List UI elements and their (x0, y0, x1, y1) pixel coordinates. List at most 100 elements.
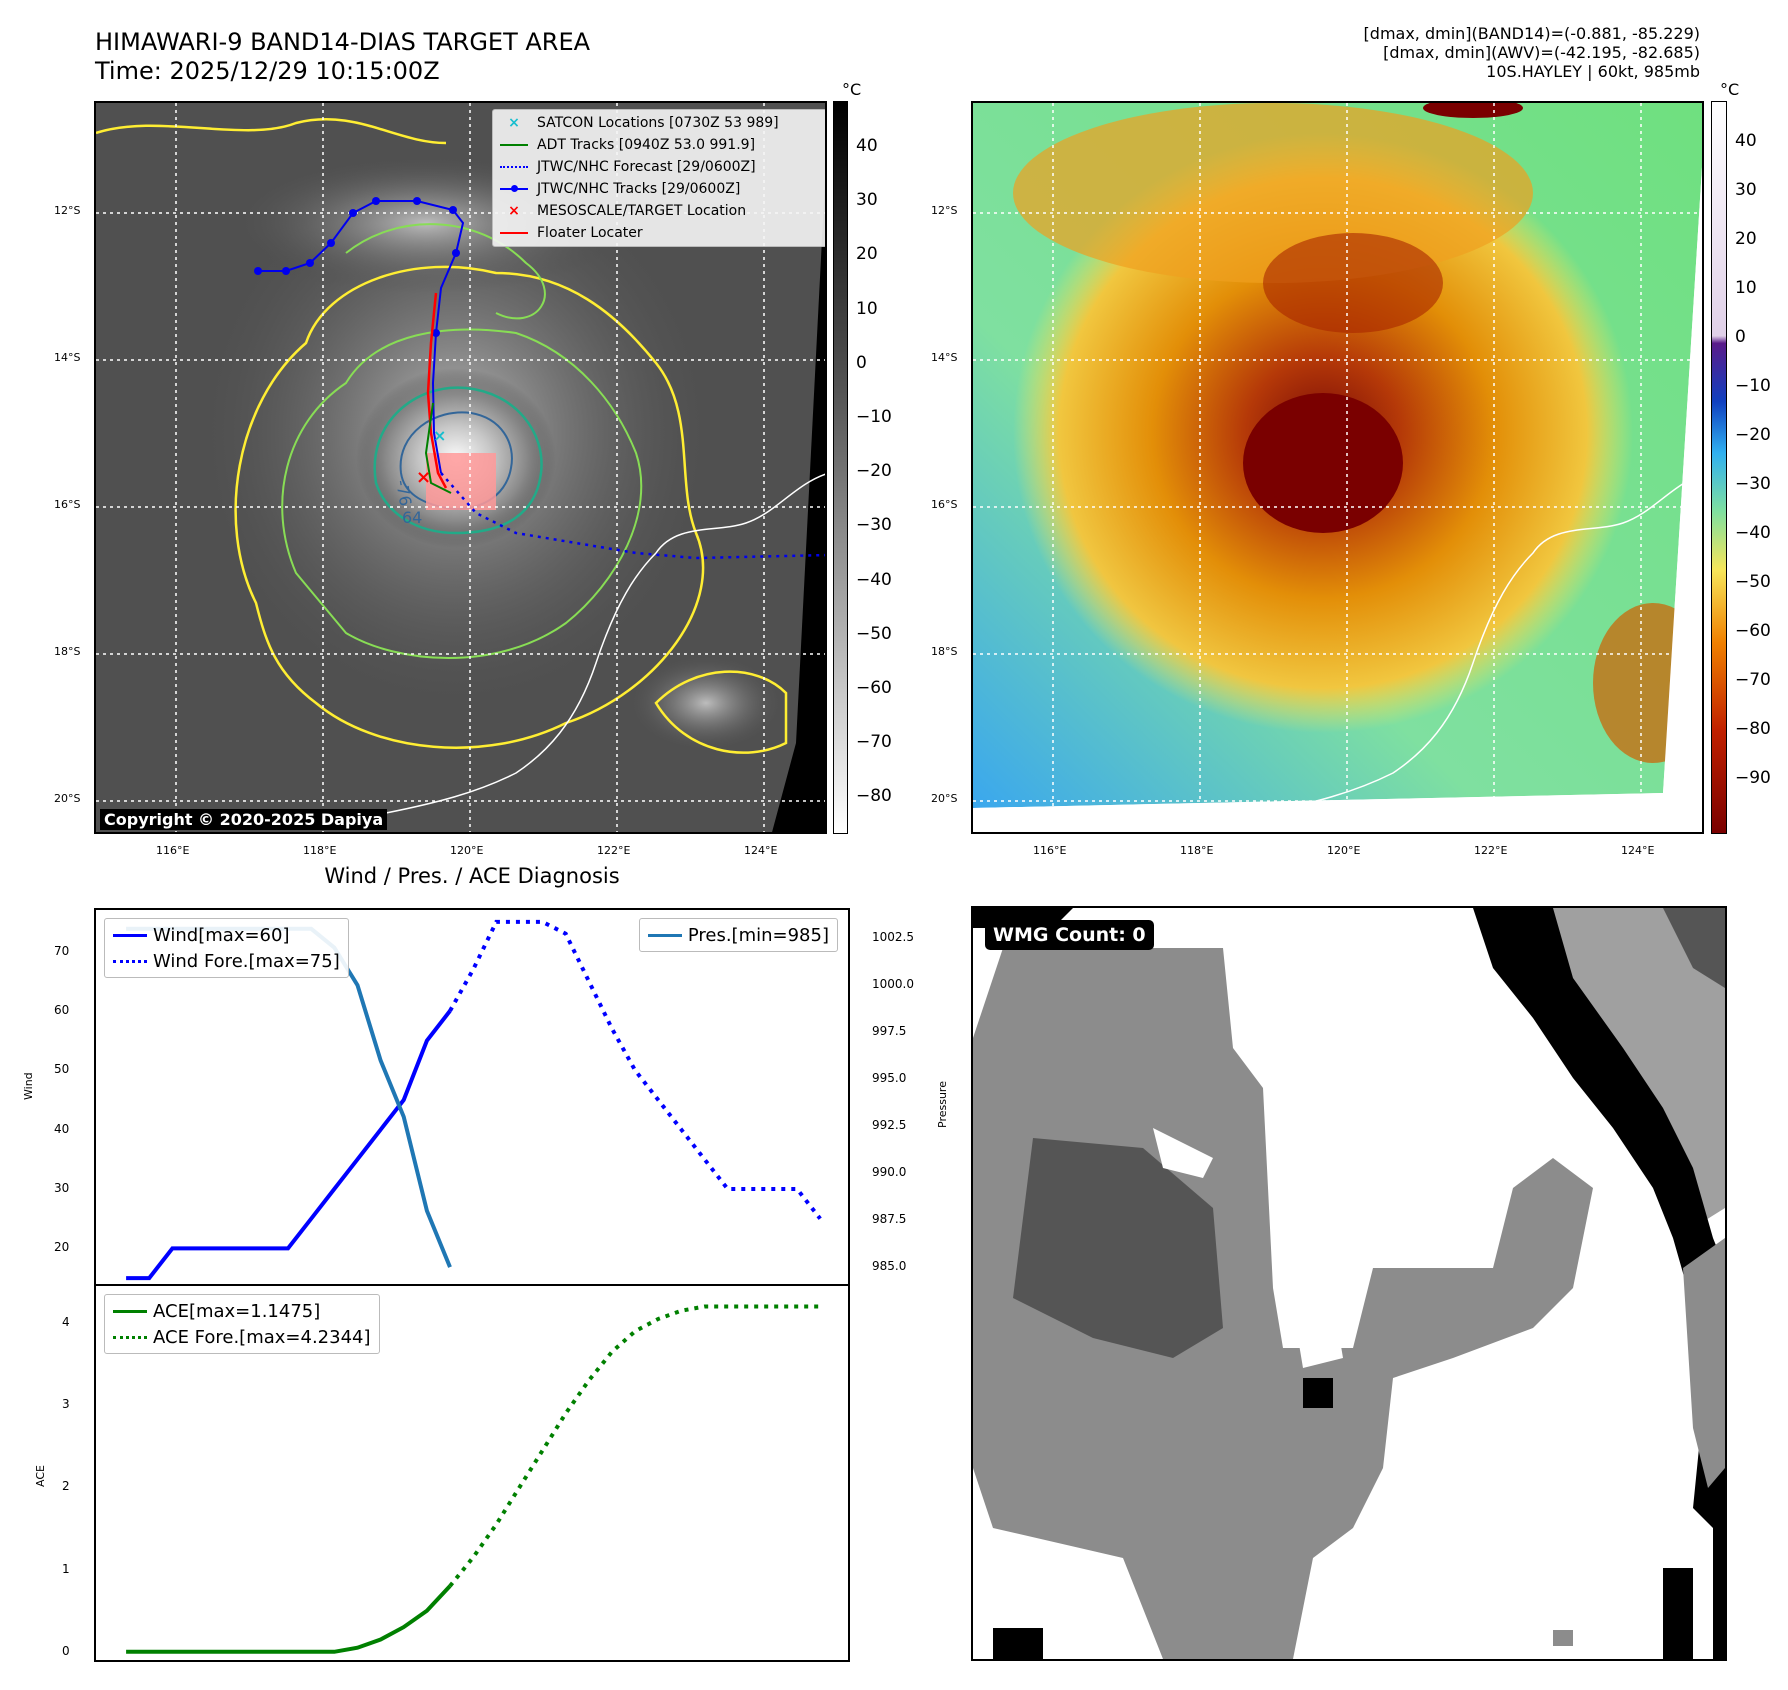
colorbar-tick: 30 (856, 190, 878, 211)
lat-tick: 20°S (54, 792, 81, 805)
map-gridlines (96, 103, 825, 832)
y-tick: 50 (54, 1062, 70, 1077)
ace-legend: ACE[max=1.1475] ACE Fore.[max=4.2344] (104, 1294, 380, 1354)
colorbar-tick: −10 (856, 407, 892, 427)
y-tick: 70 (54, 943, 70, 958)
lat-tick: 16°S (931, 498, 958, 511)
colorbar-tick: 20 (856, 244, 878, 265)
series-line-0 (126, 1584, 452, 1654)
y-tick: 1002.5 (872, 930, 914, 945)
colorbar-tick: −40 (856, 569, 892, 590)
legend-wind-fore: Wind Fore.[max=75] (113, 948, 340, 974)
right-colorbar (1711, 101, 1727, 834)
wind-legend: Wind[max=60] Wind Fore.[max=75] (104, 918, 349, 978)
lat-tick: 18°S (54, 645, 81, 658)
floater-locater (426, 292, 448, 489)
pres-legend: Pres.[min=985] (638, 918, 838, 952)
legend-target: × MESOSCALE/TARGET Location (508, 203, 747, 219)
series-line-1 (448, 919, 822, 1220)
colorbar-tick: −70 (1735, 670, 1771, 690)
colorbar-tick: 40 (1735, 131, 1757, 151)
title-line1: HIMAWARI-9 BAND14-DIAS TARGET AREA (95, 28, 591, 56)
lon-tick: 122°E (597, 844, 631, 857)
lon-tick: 124°E (1621, 844, 1655, 857)
target-marker: × (416, 467, 431, 488)
lon-tick: 118°E (303, 844, 337, 857)
lon-tick: 116°E (1033, 844, 1067, 857)
lat-tick: 14°S (931, 351, 958, 364)
ace-panel: ACE[max=1.1475] ACE Fore.[max=4.2344] (94, 1284, 850, 1662)
lon-tick: 118°E (1180, 844, 1214, 857)
stats-info: [dmax, dmin](BAND14)=(-0.881, -85.229) [… (1364, 24, 1700, 81)
legend-floater: Floater Locater (497, 222, 822, 244)
coastline-2 (1262, 473, 1702, 814)
legend-ace-fore: ACE Fore.[max=4.2344] (113, 1324, 371, 1350)
legend-wind: Wind[max=60] (113, 922, 340, 948)
colorbar-tick: −80 (1735, 719, 1771, 739)
y-tick: 997.5 (872, 1024, 907, 1039)
main-title: HIMAWARI-9 BAND14-DIAS TARGET AREA Time:… (95, 28, 590, 86)
y-tick: 40 (54, 1121, 70, 1136)
y-tick: 60 (54, 1002, 70, 1017)
wind-axis-label: Wind (22, 1072, 35, 1100)
pres-axis-label: Pressure (936, 1081, 949, 1128)
legend-satcon: × SATCON Locations [0730Z 53 989] (508, 115, 779, 131)
y-tick: 985.0 (872, 1259, 907, 1274)
info-line2: [dmax, dmin](AWV)=(-42.195, -82.685) (1383, 43, 1700, 62)
series-line-2 (126, 926, 452, 1268)
series-line-1 (448, 1304, 821, 1588)
y-tick: 990.0 (872, 1165, 907, 1180)
wind-pres-panel: Wind[max=60] Wind Fore.[max=75] Pres.[mi… (94, 908, 850, 1286)
copyright: Copyright © 2020-2025 Dapiya (100, 809, 388, 830)
wmg-count-badge: WMG Count: 0 (985, 920, 1154, 950)
colorbar-tick: −50 (856, 623, 892, 644)
awv-map-panel (971, 101, 1704, 834)
colorbar-tick: −50 (1735, 572, 1771, 592)
colorbar-tick: 30 (1735, 180, 1757, 200)
colorbar-tick: −80 (856, 786, 892, 807)
coastline (385, 473, 825, 814)
y-tick: 1000.0 (872, 977, 914, 992)
left-colorbar (833, 101, 848, 834)
wmg-canvas (973, 908, 1725, 1659)
legend-jtwc-forecast: JTWC/NHC Forecast [29/0600Z] (497, 156, 822, 178)
series-line-0 (126, 1009, 452, 1281)
map-legend: × SATCON Locations [0730Z 53 989] ADT Tra… (492, 109, 825, 247)
lat-tick: 18°S (931, 645, 958, 658)
lon-tick: 124°E (744, 844, 778, 857)
lat-tick: 12°S (931, 204, 958, 217)
y-tick: 3 (62, 1397, 70, 1412)
ace-canvas (126, 1304, 821, 1654)
y-tick: 30 (54, 1181, 70, 1196)
satcon-marker: × (433, 426, 446, 445)
lon-tick: 116°E (156, 844, 190, 857)
info-line3: 10S.HAYLEY | 60kt, 985mb (1486, 62, 1700, 81)
lat-tick: 20°S (931, 792, 958, 805)
legend-adt: ADT Tracks [0940Z 53.0 991.9] (497, 134, 822, 156)
y-tick: 4 (62, 1314, 70, 1329)
legend-ace: ACE[max=1.1475] (113, 1298, 371, 1324)
ace-axis-label: ACE (34, 1465, 47, 1487)
y-tick: 2 (62, 1479, 70, 1494)
contour-label-64: 64 (402, 508, 422, 527)
contour-label-76: -76 (392, 478, 415, 507)
lon-tick: 122°E (1474, 844, 1508, 857)
ir-map-panel: × × -76 64 × SATCON Locations [0730Z 53 9… (94, 101, 827, 834)
adt-track (424, 402, 452, 494)
title-line2: Time: 2025/12/29 10:15:00Z (95, 57, 440, 85)
lat-tick: 14°S (54, 351, 81, 364)
awv-map-canvas (973, 103, 1702, 832)
lat-tick: 12°S (54, 204, 81, 217)
target-box (426, 453, 496, 510)
colorbar-tick: −10 (1735, 376, 1771, 396)
colorbar-tick: 0 (856, 352, 867, 373)
colorbar-tick: −60 (856, 678, 892, 698)
lon-tick: 120°E (1327, 844, 1361, 857)
colorbar-tick: −30 (856, 515, 892, 536)
colorbar-tick: −70 (856, 732, 892, 753)
colorbar-tick: −60 (1735, 621, 1771, 641)
lon-tick: 120°E (450, 844, 484, 857)
colorbar-tick: −90 (1735, 768, 1771, 788)
y-tick: 0 (62, 1643, 70, 1658)
contour-yellow (234, 265, 705, 749)
